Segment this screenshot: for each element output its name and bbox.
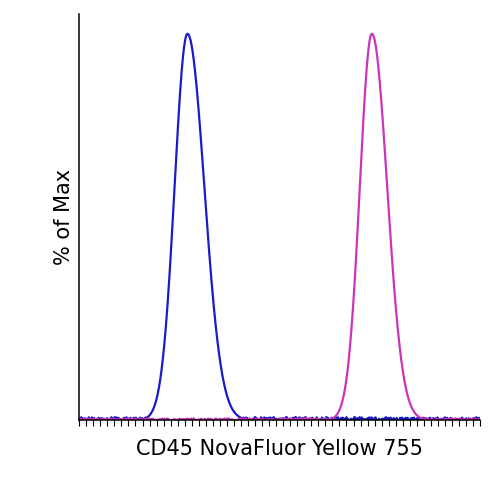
Y-axis label: % of Max: % of Max (53, 169, 74, 266)
X-axis label: CD45 NovaFluor Yellow 755: CD45 NovaFluor Yellow 755 (136, 439, 423, 459)
